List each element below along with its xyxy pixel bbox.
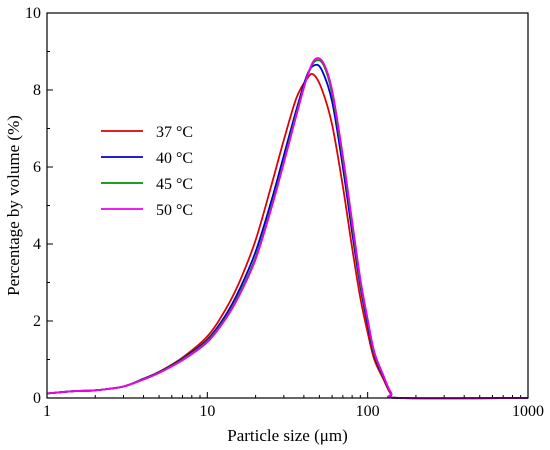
legend-label: 37 °C bbox=[156, 124, 193, 141]
series-line-2 bbox=[46, 63, 529, 400]
y-tick-label: 8 bbox=[33, 82, 41, 99]
y-tick-label: 10 bbox=[25, 5, 41, 22]
y-tick-label: 4 bbox=[33, 236, 41, 253]
series-line-3 bbox=[46, 59, 529, 400]
x-tick-label: 10 bbox=[199, 403, 215, 420]
y-tick-label: 2 bbox=[33, 313, 41, 330]
series-line-1 bbox=[46, 72, 529, 400]
y-tick-label: 0 bbox=[33, 390, 41, 407]
legend-label: 45 °C bbox=[156, 176, 193, 193]
y-axis-title: Percentage by volume (%) bbox=[4, 115, 23, 296]
x-axis-title: Particle size (μm) bbox=[227, 426, 348, 445]
x-tick-label: 1 bbox=[43, 403, 51, 420]
plot-frame bbox=[46, 12, 529, 399]
series-line-4 bbox=[46, 57, 529, 400]
x-tick-label: 100 bbox=[356, 403, 380, 420]
legend-label: 40 °C bbox=[156, 150, 193, 167]
x-tick-label: 1000 bbox=[512, 403, 544, 420]
y-tick-label: 6 bbox=[33, 159, 41, 176]
legend-label: 50 °C bbox=[156, 202, 193, 219]
